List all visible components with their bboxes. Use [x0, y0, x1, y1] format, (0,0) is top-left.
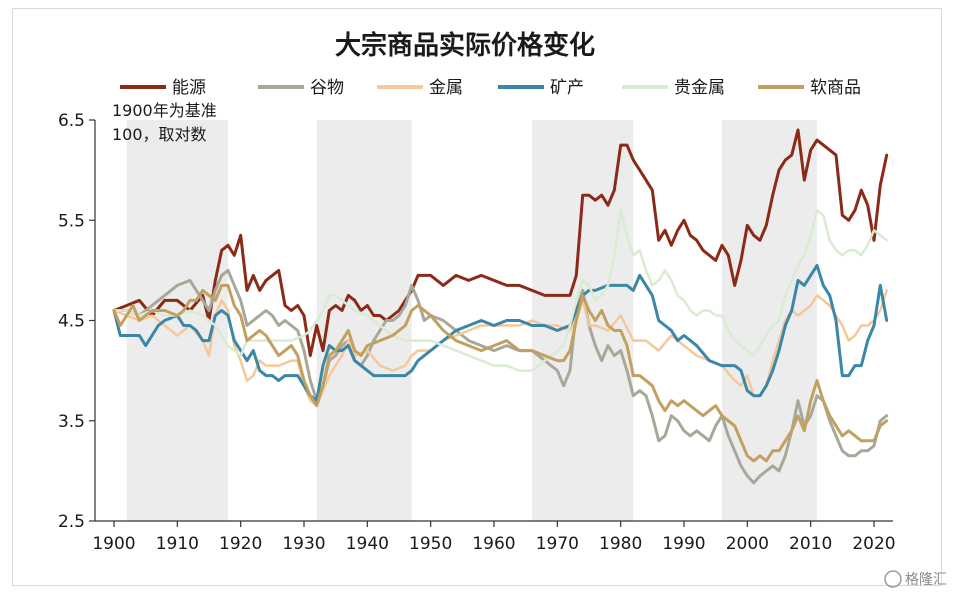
y-tick-label: 5.5 — [58, 211, 85, 231]
shaded-period-4 — [722, 120, 817, 521]
x-tick-label: 1930 — [282, 534, 325, 554]
x-tick-label: 1910 — [156, 534, 199, 554]
x-tick-label: 1920 — [219, 534, 262, 554]
watermark: 格隆汇 — [884, 570, 947, 588]
legend-item-5: 贵金属 — [622, 78, 725, 98]
shaded-period-1 — [126, 120, 228, 521]
watermark-logo-icon — [884, 570, 902, 588]
x-tick-label: 1940 — [346, 534, 389, 554]
legend-item-4: 矿产 — [498, 78, 584, 98]
x-tick-label: 1990 — [662, 534, 705, 554]
x-tick-label: 2020 — [852, 534, 895, 554]
x-tick-label: 2000 — [726, 534, 769, 554]
legend-label: 金属 — [429, 78, 463, 98]
x-tick-label: 1950 — [409, 534, 452, 554]
x-tick-label: 1980 — [599, 534, 642, 554]
legend-item-3: 金属 — [377, 78, 463, 98]
series-line-3 — [112, 289, 888, 407]
series-line-1 — [112, 128, 889, 358]
legend-label: 贵金属 — [674, 78, 725, 98]
legend-label: 软商品 — [810, 78, 861, 98]
legend-label: 能源 — [172, 78, 206, 98]
x-tick-label: 2010 — [789, 534, 832, 554]
legend-label: 谷物 — [310, 78, 344, 98]
legend-label: 矿产 — [550, 78, 584, 98]
shaded-period-3 — [532, 120, 634, 521]
x-tick-label: 1970 — [536, 534, 579, 554]
watermark-text: 格隆汇 — [905, 572, 947, 588]
chart-title: 大宗商品实际价格变化 — [335, 30, 595, 61]
legend-item-1: 能源 — [120, 78, 206, 98]
x-tick-label: 1900 — [92, 534, 135, 554]
y-tick-label: 6.5 — [58, 111, 85, 131]
legend-item-6: 软商品 — [758, 78, 861, 98]
legend-item-2: 谷物 — [258, 78, 344, 98]
series-line-4 — [112, 263, 889, 403]
series-line-5 — [112, 208, 888, 372]
base-year-note: 100，取对数 — [112, 125, 207, 144]
x-tick-label: 1960 — [472, 534, 515, 554]
y-tick-label: 2.5 — [58, 512, 85, 532]
base-year-note: 1900年为基准 — [112, 101, 217, 120]
y-tick-label: 4.5 — [58, 312, 85, 332]
shaded-period-2 — [316, 120, 412, 521]
series-line-6 — [112, 283, 889, 463]
y-tick-label: 3.5 — [58, 412, 85, 432]
series-line-2 — [112, 268, 889, 485]
